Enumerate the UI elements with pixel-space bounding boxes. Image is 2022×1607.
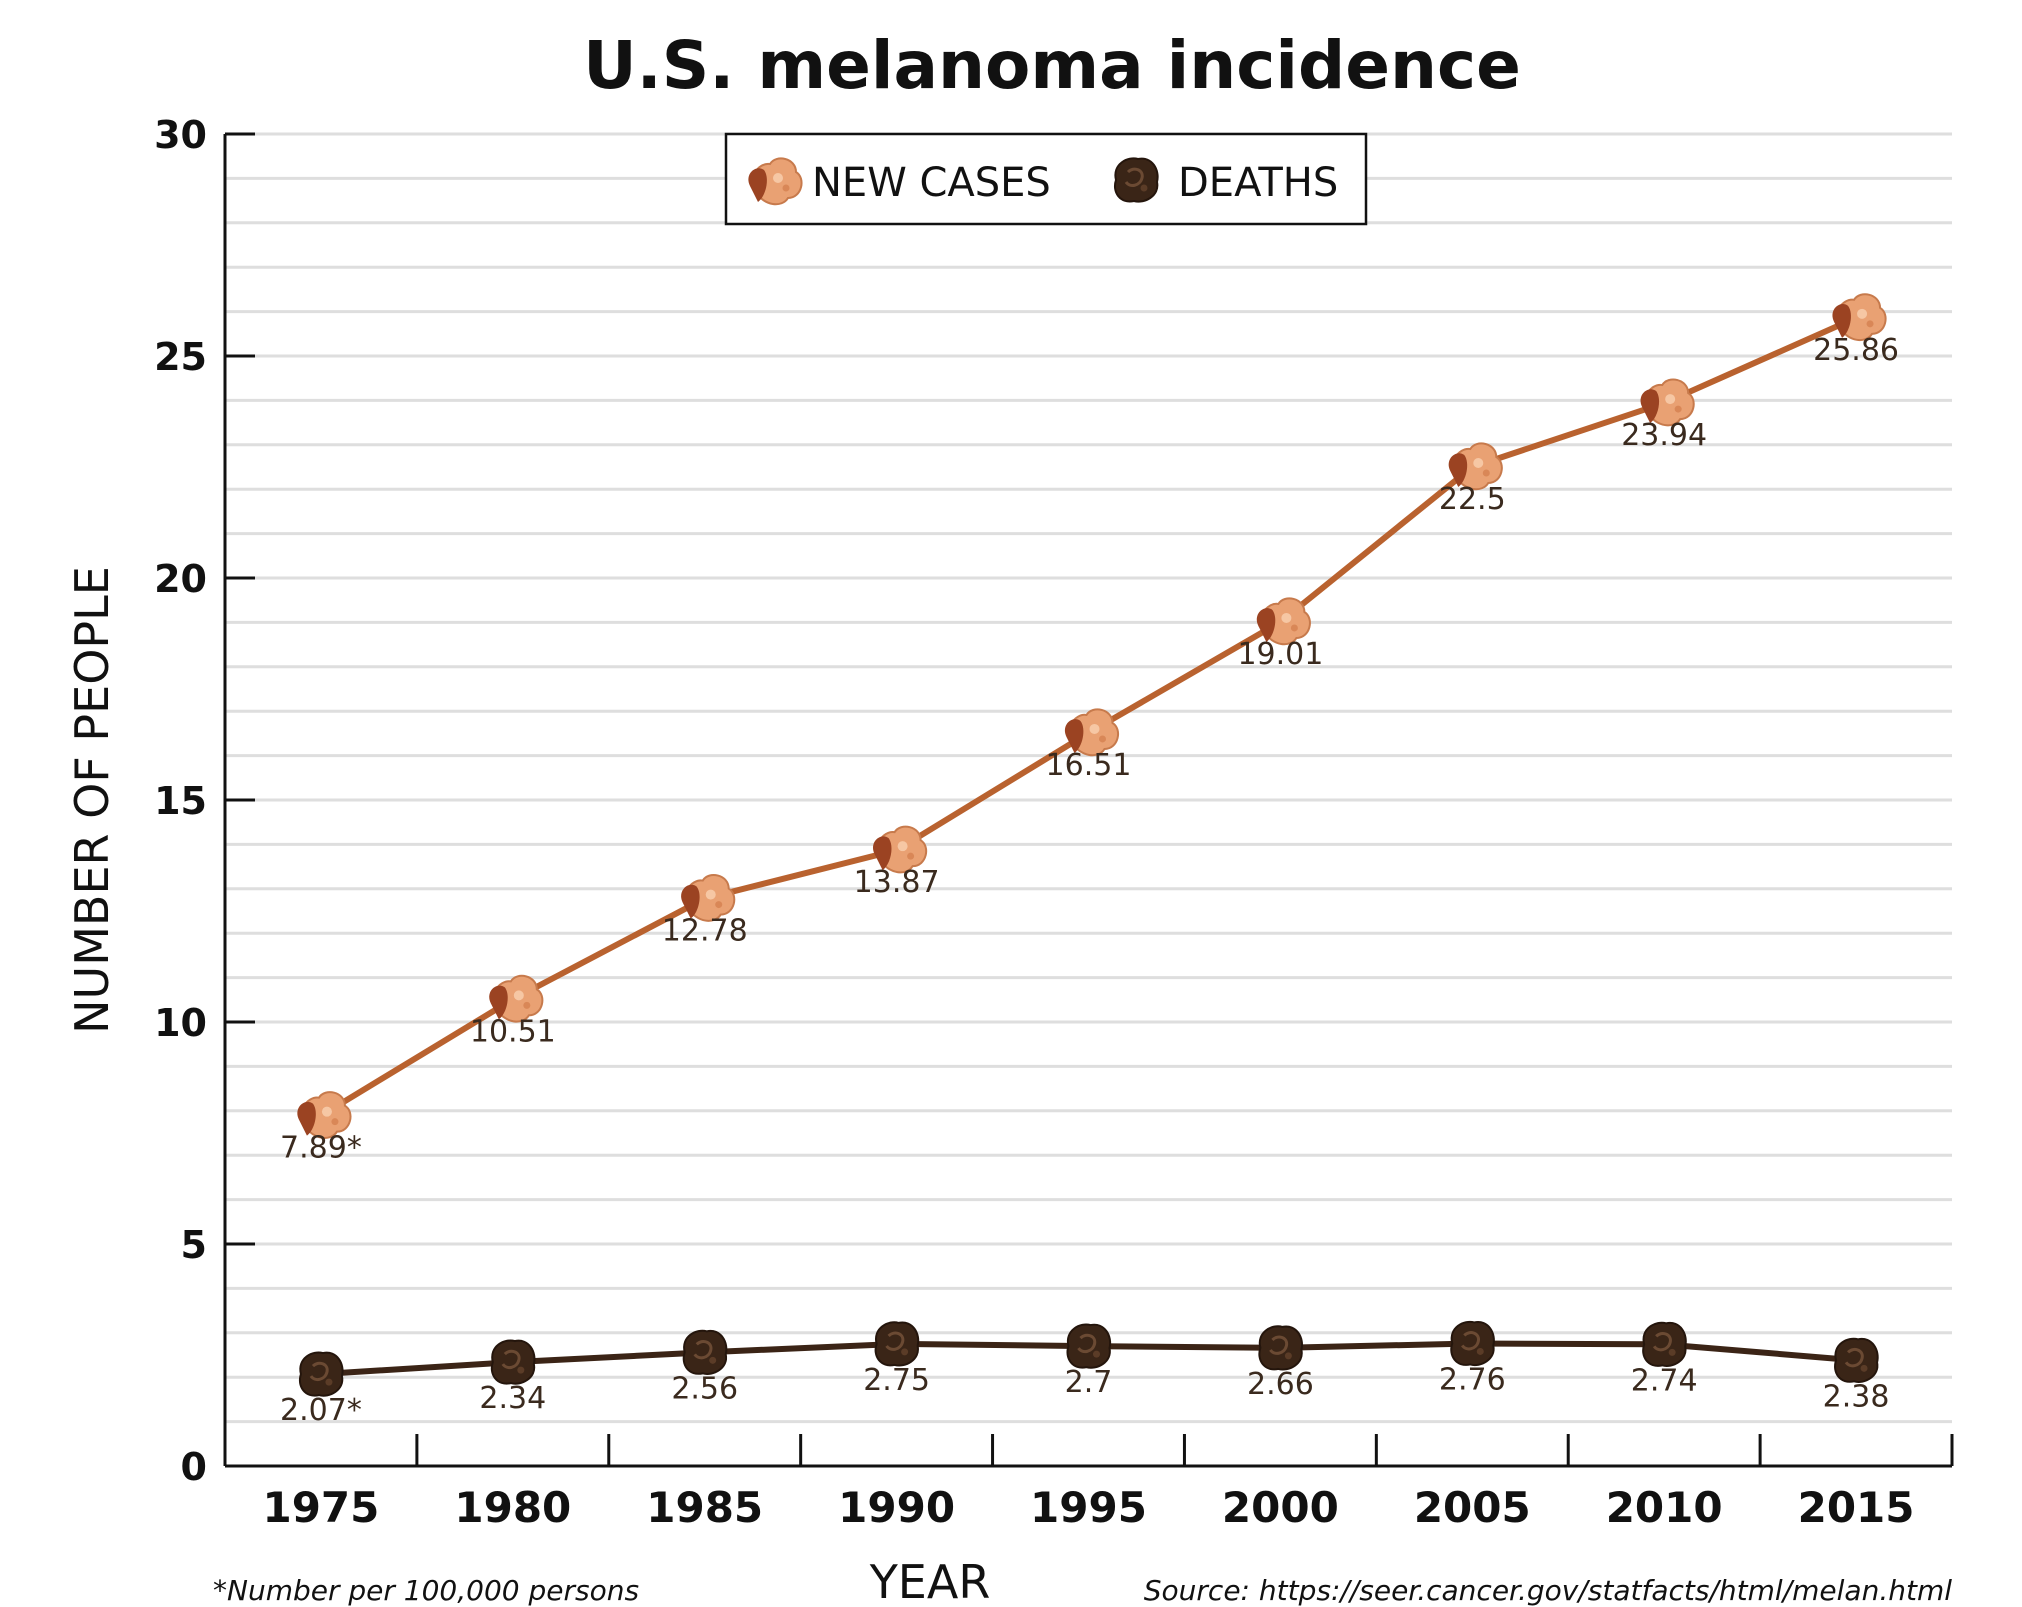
data-point [682,1329,728,1375]
data-label: 2.07* [280,1393,362,1428]
data-point [1640,378,1695,427]
y-tick-label: 25 [154,335,207,379]
data-label: 2.66 [1247,1367,1314,1402]
data-point [1450,1320,1495,1367]
data-label: 19.01 [1237,637,1323,672]
data-point [1642,1321,1687,1367]
data-point [489,974,544,1023]
x-tick-label: 1985 [646,1483,763,1532]
legend-marker-deaths [1114,157,1159,203]
x-tick-label: 1990 [838,1483,955,1532]
data-point [1832,293,1887,342]
legend-marker-icon [748,157,803,206]
data-label: 16.51 [1046,748,1132,783]
y-tick-label: 10 [154,1001,207,1045]
x-tick-label: 2010 [1606,1483,1723,1532]
x-tick-label: 2015 [1798,1483,1915,1532]
data-label: 12.78 [662,914,748,949]
x-axis-ticks: 1975 1980 1985 1990 1995 2000 2005 2010 2015 [262,1434,1954,1532]
data-point [297,1091,352,1139]
y-tick-label: 20 [154,557,207,601]
series-0: 7.89* 10.51 12.78 13.87 16.51 19.01 22.5 23.94 2… [280,293,1899,1166]
y-tick-label: 15 [154,779,207,823]
data-point [681,874,736,922]
data-label: 2.76 [1439,1362,1506,1397]
data-point [874,1321,920,1367]
legend-label-new-cases: NEW CASES [812,160,1051,206]
chart-title: U.S. melanoma incidence [583,27,1521,104]
x-tick-label: 1995 [1030,1483,1147,1532]
data-point [872,825,928,874]
legend-label-deaths: DEATHS [1178,160,1338,206]
data-label: 10.51 [470,1014,556,1049]
y-tick-label: 5 [181,1223,207,1267]
data-point [298,1351,344,1397]
y-axis-ticks: 0 5 10 15 20 25 30 [154,113,255,1489]
data-label: 2.74 [1631,1363,1698,1398]
x-tick-label: 2000 [1222,1483,1339,1532]
legend: NEW CASES DEATHS [724,132,1368,226]
data-point [1448,442,1503,491]
data-label: 2.56 [671,1371,738,1406]
legend-marker-new-cases [748,157,803,206]
data-point [1064,708,1120,757]
data-label: 23.94 [1621,418,1707,453]
data-point [1066,1323,1112,1369]
y-tick-label: 0 [181,1445,207,1489]
series-1: 2.07* 2.34 2.56 2.75 2.7 2.66 2.76 2.74 2.38 [280,1320,1890,1428]
legend-box [724,132,1368,226]
data-point [1834,1337,1879,1383]
series-layer: 7.89* 10.51 12.78 13.87 16.51 19.01 22.5 23.94 2… [280,293,1899,1428]
x-tick-label: 2005 [1414,1483,1531,1532]
data-point [1258,1325,1304,1371]
source-note: Source: https://seer.cancer.gov/statfact… [1144,1574,1952,1607]
data-label: 2.7 [1065,1365,1113,1400]
legend-marker-icon [1114,157,1159,203]
x-tick-label: 1980 [454,1483,571,1532]
x-axis-label: YEAR [869,1555,991,1607]
data-label: 2.38 [1823,1379,1890,1414]
data-label: 25.86 [1813,333,1899,368]
y-tick-label: 30 [154,113,207,157]
data-label: 22.5 [1439,482,1506,517]
data-label: 2.34 [479,1381,546,1416]
x-tick-label: 1975 [262,1483,379,1532]
data-point [490,1339,536,1385]
data-label: 7.89* [280,1131,362,1166]
data-point [1256,597,1311,646]
data-label: 13.87 [854,865,940,900]
y-axis-label: NUMBER OF PEOPLE [65,566,119,1034]
footnote: *Number per 100,000 persons [213,1574,639,1607]
grid-lines [225,132,1952,1424]
data-label: 2.75 [863,1363,930,1398]
